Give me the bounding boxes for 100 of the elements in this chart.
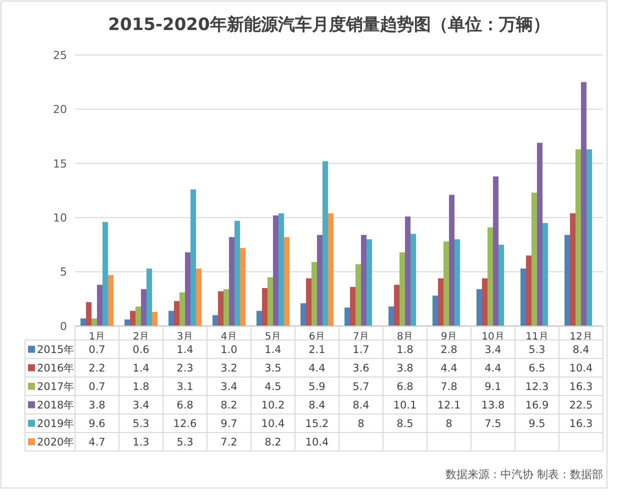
data-label: 4.7 — [88, 436, 106, 448]
bar — [322, 161, 328, 326]
source-note: 数据来源：中汽协 制表：数据部 — [446, 468, 603, 481]
data-label: 3.4 — [484, 344, 502, 356]
bar — [366, 239, 372, 326]
bar — [581, 82, 586, 326]
data-label: 3.4 — [220, 380, 238, 393]
legend-label: 2018年 — [37, 399, 75, 412]
data-label: 13.8 — [481, 399, 505, 412]
data-label: 1.0 — [220, 344, 238, 356]
data-label: 1.4 — [264, 344, 282, 356]
data-label: 4.4 — [484, 362, 502, 374]
bar — [97, 284, 102, 326]
bar — [130, 310, 136, 326]
bar — [570, 213, 576, 326]
data-label: 1.8 — [132, 380, 150, 393]
data-label: 2.8 — [440, 344, 458, 356]
data-label: 5.3 — [528, 344, 546, 356]
chart-title: 2015-2020年新能源汽车月度销量趋势图（单位：万辆） — [108, 15, 550, 35]
bar — [300, 303, 306, 326]
data-label: 8.4 — [572, 344, 590, 356]
data-label: 8 — [358, 418, 364, 430]
bar — [356, 264, 361, 326]
data-label: 8.4 — [308, 399, 326, 412]
bar — [488, 227, 493, 326]
bar — [498, 244, 504, 326]
bar — [102, 222, 108, 326]
bar — [268, 277, 273, 326]
data-label: 6.8 — [396, 380, 414, 393]
data-label: 0.7 — [88, 380, 106, 393]
data-label: 3.5 — [264, 362, 282, 374]
bar — [146, 268, 152, 326]
data-label: 15.2 — [305, 418, 329, 430]
data-label: 1.8 — [396, 344, 414, 356]
data-label: 8 — [446, 418, 452, 430]
data-label: 10.2 — [261, 399, 285, 412]
y-tick-label: 15 — [53, 157, 67, 170]
data-label: 5.9 — [308, 380, 326, 393]
data-label: 12.1 — [437, 399, 461, 412]
legend-label: 2017年 — [37, 380, 75, 393]
data-label: 3.6 — [352, 362, 370, 374]
data-label: 10.4 — [305, 436, 330, 448]
y-tick-label: 0 — [60, 320, 67, 333]
bar — [229, 237, 234, 326]
bar — [108, 275, 114, 326]
data-label: 10.1 — [393, 399, 417, 412]
data-label: 9.7 — [220, 418, 238, 430]
bar — [405, 216, 410, 326]
data-label: 5.3 — [132, 418, 150, 430]
data-label: 1.4 — [132, 362, 150, 374]
bar — [476, 289, 482, 326]
data-label: 9.1 — [484, 380, 502, 393]
data-label: 2.3 — [176, 362, 194, 374]
data-label: 7.8 — [440, 380, 458, 393]
data-label: 3.1 — [176, 380, 194, 393]
data-label: 1.7 — [352, 344, 370, 356]
bar — [196, 268, 202, 326]
bar — [482, 278, 488, 326]
bar — [361, 234, 366, 326]
bar — [344, 308, 350, 326]
bar — [218, 291, 224, 326]
legend-label: 2019年 — [37, 418, 75, 430]
y-tick-label: 20 — [53, 103, 67, 116]
bar — [190, 189, 196, 326]
data-label: 3.8 — [396, 362, 414, 374]
data-label: 10.4 — [569, 362, 594, 374]
bar — [493, 176, 498, 326]
data-label: 6.8 — [176, 399, 194, 412]
data-label: 12.3 — [525, 380, 549, 393]
bar — [185, 252, 190, 326]
data-label: 2.1 — [308, 344, 326, 356]
data-label: 22.5 — [569, 399, 593, 412]
bar — [542, 223, 548, 326]
data-label: 8.5 — [396, 418, 414, 430]
bar — [174, 301, 180, 326]
bar — [284, 237, 290, 326]
bar — [564, 234, 570, 326]
bar — [312, 262, 317, 326]
data-label: 16.3 — [569, 418, 593, 430]
bar — [86, 302, 92, 326]
bar — [168, 310, 174, 326]
bar — [224, 289, 229, 326]
bar — [526, 256, 532, 326]
bar — [520, 268, 526, 326]
bar — [256, 310, 262, 326]
data-label: 5.7 — [352, 380, 370, 393]
bar — [400, 252, 405, 326]
data-label: 16.3 — [569, 380, 593, 393]
bar — [240, 248, 246, 326]
data-label: 10.4 — [261, 418, 286, 430]
data-label: 0.7 — [88, 344, 106, 356]
bar — [234, 220, 240, 326]
data-label: 3.4 — [132, 399, 150, 412]
data-label: 4.4 — [440, 362, 458, 374]
data-label: 3.2 — [220, 362, 238, 374]
bar — [278, 213, 284, 326]
bar — [180, 292, 185, 326]
bar — [394, 284, 400, 326]
y-tick-label: 25 — [53, 48, 67, 62]
bar — [454, 239, 460, 326]
